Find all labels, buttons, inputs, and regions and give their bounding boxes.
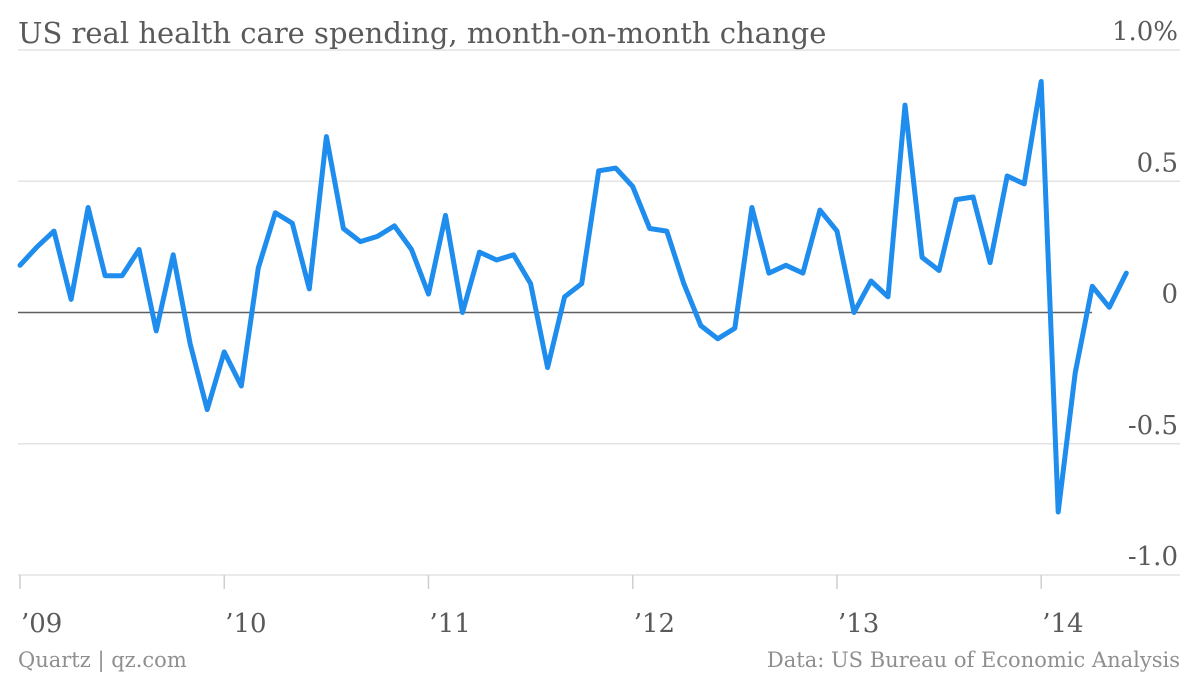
x-tick-label: ’12: [634, 609, 675, 639]
chart-title: US real health care spending, month-on-m…: [18, 16, 826, 50]
y-tick-label: -1.0: [1128, 542, 1178, 572]
x-tick-label: ’11: [429, 609, 470, 639]
data-source: Data: US Bureau of Economic Analysis: [767, 648, 1180, 672]
y-tick-label: 1.0%: [1112, 17, 1178, 47]
x-tick-label: ’10: [225, 609, 266, 639]
x-tick-label: ’09: [21, 609, 62, 639]
source-credit: Quartz | qz.com: [18, 648, 187, 673]
gridlines: [18, 49, 1180, 576]
y-tick-label: -0.5: [1128, 411, 1178, 441]
x-tick-label: ’13: [838, 609, 879, 639]
series-line: [17, 79, 1129, 515]
y-tick-label: 0.5: [1137, 148, 1178, 178]
plot-area: [17, 79, 1129, 515]
y-tick-label: 0: [1161, 280, 1178, 310]
y-axis: 1.0% 0.5 0 -0.5 -1.0: [1112, 17, 1178, 572]
x-axis: ’09 ’10 ’11 ’12 ’13 ’14: [19, 575, 1084, 639]
x-tick-label: ’14: [1042, 609, 1083, 639]
